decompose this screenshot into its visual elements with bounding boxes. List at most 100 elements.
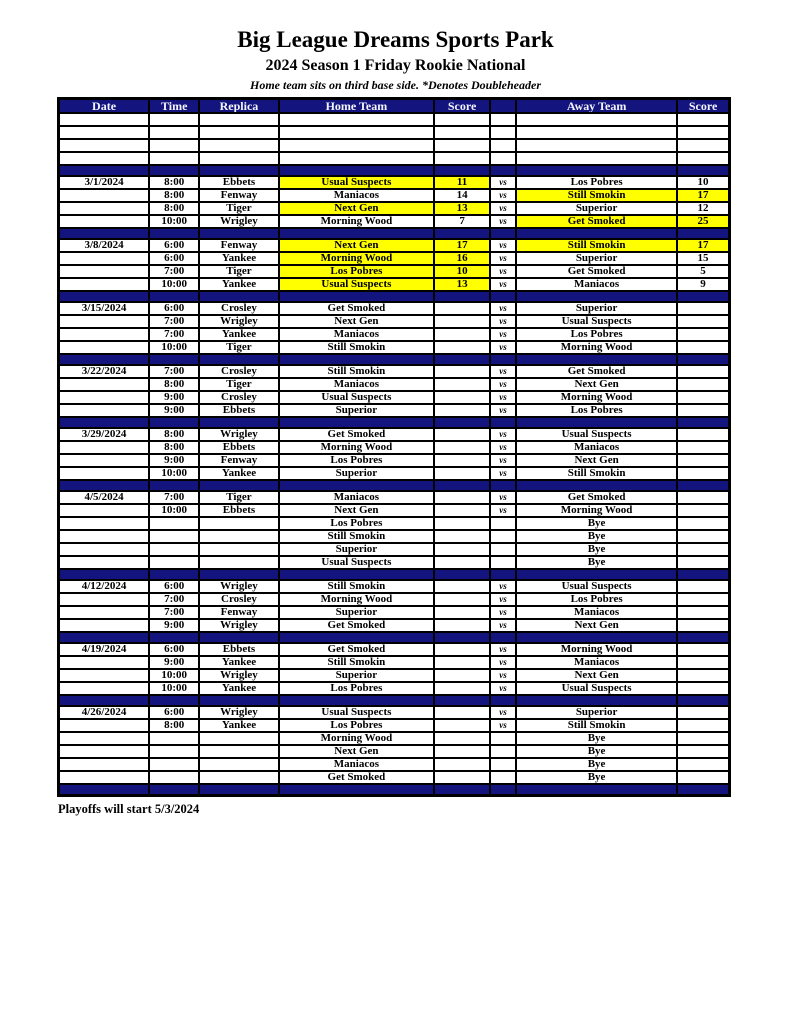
away-team-cell: Morning Wood [515, 503, 679, 519]
replica-cell: Crosley [198, 592, 280, 608]
empty-cell [198, 151, 280, 167]
table-header-row: Date Time Replica Home Team Score Away Team Sc… [57, 97, 731, 115]
away-team-cell: Superior [515, 301, 679, 317]
time-cell: 8:00 [148, 427, 201, 443]
empty-cell [148, 112, 201, 128]
away-team-cell: Get Smoked [515, 490, 679, 506]
replica-cell: Fenway [198, 453, 280, 469]
home-score-cell [433, 453, 491, 469]
home-score-cell [433, 655, 491, 671]
replica-cell: Tiger [198, 377, 280, 393]
time-cell: 6:00 [148, 642, 201, 658]
date-cell [57, 757, 151, 773]
sep-cell [433, 164, 491, 178]
sep-cell [515, 290, 679, 304]
time-cell [148, 542, 201, 558]
replica-cell: Yankee [198, 718, 280, 734]
empty-cell [433, 151, 491, 167]
game-row: 3/29/2024 8:00 Wrigley Get Smoked vs Usual Su… [57, 427, 731, 443]
sep-cell [515, 568, 679, 582]
sep-cell [198, 568, 280, 582]
home-team-cell: Next Gen [277, 503, 436, 519]
game-row: 6:00 Yankee Morning Wood 16 vs Superior 15 [57, 251, 731, 267]
vs-cell: vs [488, 277, 518, 293]
sep-cell [515, 164, 679, 178]
away-team-cell: Bye [515, 542, 679, 558]
sep-cell [277, 694, 436, 708]
replica-cell: Yankee [198, 681, 280, 697]
game-row: 4/19/2024 6:00 Ebbets Get Smoked vs Morning W… [57, 642, 731, 658]
sep-cell [148, 479, 201, 493]
sep-cell [515, 479, 679, 493]
replica-cell: Yankee [198, 327, 280, 343]
time-cell: 9:00 [148, 655, 201, 671]
home-team-cell: Superior [277, 668, 436, 684]
game-row: 4/12/2024 6:00 Wrigley Still Smokin vs Usual … [57, 579, 731, 595]
empty-row [57, 125, 731, 141]
sep-cell [676, 694, 731, 708]
away-team-cell: Still Smokin [515, 188, 679, 204]
time-cell [148, 516, 201, 532]
home-score-cell [433, 705, 491, 721]
date-cell [57, 453, 151, 469]
empty-cell [515, 125, 679, 141]
replica-cell [198, 731, 280, 747]
empty-cell [515, 151, 679, 167]
away-team-cell: Bye [515, 516, 679, 532]
sep-cell [198, 783, 280, 797]
sep-cell [198, 416, 280, 430]
page-title: Big League Dreams Sports Park [237, 27, 554, 52]
away-score-cell [676, 542, 731, 558]
separator-row [57, 631, 731, 645]
time-cell: 8:00 [148, 175, 201, 191]
time-cell: 6:00 [148, 301, 201, 317]
game-row: 9:00 Yankee Still Smokin vs Maniacos [57, 655, 731, 671]
date-cell: 4/26/2024 [57, 705, 151, 721]
home-score-cell [433, 618, 491, 634]
sep-cell [515, 694, 679, 708]
home-team-cell: Get Smoked [277, 301, 436, 317]
date-cell [57, 264, 151, 280]
away-score-cell [676, 757, 731, 773]
column-header-home-team: Home Team [277, 97, 436, 115]
away-score-cell [676, 466, 731, 482]
vs-cell: vs [488, 440, 518, 456]
away-score-cell [676, 770, 731, 786]
separator-row [57, 568, 731, 582]
date-cell [57, 390, 151, 406]
replica-cell [198, 542, 280, 558]
vs-cell: vs [488, 466, 518, 482]
home-score-cell [433, 490, 491, 506]
replica-cell: Crosley [198, 364, 280, 380]
date-cell: 4/12/2024 [57, 579, 151, 595]
vs-cell: vs [488, 718, 518, 734]
home-score-cell [433, 340, 491, 356]
sep-cell [433, 290, 491, 304]
sep-cell [433, 783, 491, 797]
home-team-cell: Los Pobres [277, 718, 436, 734]
empty-cell [57, 125, 151, 141]
game-row: 8:00 Ebbets Morning Wood vs Maniacos [57, 440, 731, 456]
sep-cell [676, 783, 731, 797]
home-score-cell: 13 [433, 277, 491, 293]
game-row: 8:00 Fenway Maniacos 14 vs Still Smokin 17 [57, 188, 731, 204]
home-score-cell [433, 718, 491, 734]
away-score-cell [676, 301, 731, 317]
home-team-note: Home team sits on third base side. *Deno… [250, 77, 541, 92]
vs-cell: vs [488, 201, 518, 217]
time-cell [148, 555, 201, 571]
game-row: 7:00 Yankee Maniacos vs Los Pobres [57, 327, 731, 343]
empty-cell [515, 138, 679, 154]
away-team-cell: Morning Wood [515, 390, 679, 406]
home-score-cell [433, 770, 491, 786]
vs-cell: vs [488, 364, 518, 380]
replica-cell: Wrigley [198, 705, 280, 721]
date-cell [57, 214, 151, 230]
game-row: 7:00 Tiger Los Pobres 10 vs Get Smoked 5 [57, 264, 731, 280]
vs-cell: vs [488, 427, 518, 443]
away-team-cell: Still Smokin [515, 238, 679, 254]
separator-row [57, 290, 731, 304]
date-cell [57, 188, 151, 204]
home-score-cell [433, 390, 491, 406]
